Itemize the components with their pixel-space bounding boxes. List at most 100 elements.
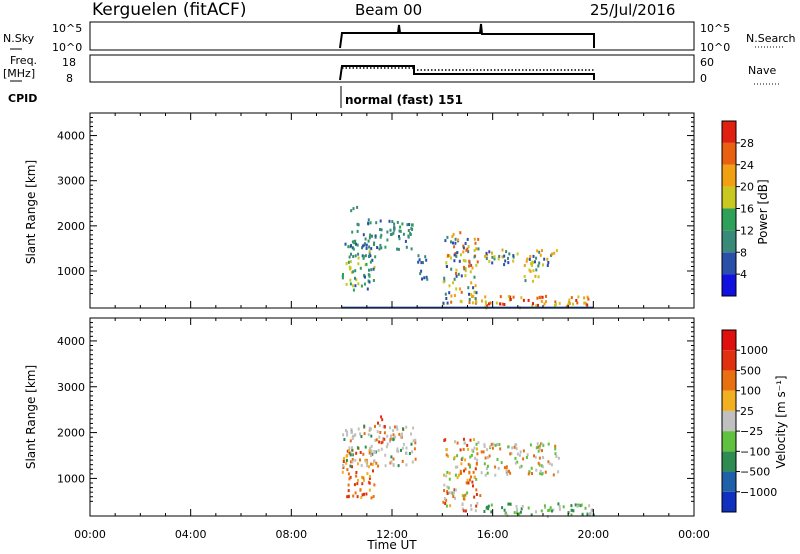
velocity-cell [446,492,449,495]
power-cell [448,291,451,295]
velocity-cell [487,507,490,511]
power-cell [352,288,355,292]
velocity-cell [515,447,518,451]
velocity-cell [352,494,355,498]
power-cell [355,278,358,282]
power-cell [474,298,477,302]
velocity-cell [548,462,551,465]
power-y-tick-label: 4000 [57,130,85,143]
velocity-cell [475,493,478,496]
power-cell [526,257,529,261]
power-cell [373,265,376,269]
power-cell [404,239,407,243]
velocity-cell [446,470,449,474]
velocity-cell [470,475,473,479]
power-cell [486,253,489,257]
power-cell [374,255,377,259]
power-cell [537,275,540,279]
nsky-panel: N.Sky 10^5 10^0 10^5 10^0 N.Search [3,21,796,54]
power-cell [406,223,409,227]
power-cell [407,229,410,232]
velocity-cell [389,439,391,443]
power-axis-ticks [89,112,695,308]
power-cell [469,263,472,267]
power-cell [468,264,470,268]
power-colorbar-tick-label: 4 [740,268,747,281]
velocity-cell [464,493,467,497]
power-cell [373,241,376,245]
power-cell [463,265,465,269]
power-cell [485,304,488,308]
power-cell [503,303,506,306]
power-cell [491,251,493,255]
velocity-cell [542,443,545,447]
velocity-cell [370,454,373,457]
velocity-cell [472,470,475,474]
velocity-colorbar-tick-label: 25 [740,405,754,418]
velocity-cell [483,510,486,513]
velocity-cell [470,504,472,508]
velocity-cell [363,424,366,428]
power-cell [407,234,410,238]
velocity-cell [454,465,457,469]
x-tick-label: 00:00 [678,528,710,541]
velocity-cell [540,509,543,513]
velocity-cell [347,495,350,499]
velocity-frame [89,317,695,517]
velocity-cell [354,491,357,495]
power-cell [507,294,510,298]
power-cell [445,261,448,265]
velocity-cell [476,447,478,451]
velocity-cell [447,486,450,490]
velocity-cell [363,492,365,496]
velocity-cell [558,504,561,508]
velocity-cell [506,472,509,476]
velocity-cell [353,434,356,438]
velocity-cell [520,507,523,511]
velocity-cell [351,465,353,469]
velocity-cell [383,431,386,435]
power-cell [355,242,357,246]
power-cell [357,223,360,227]
velocity-cell [486,448,489,452]
velocity-cell [414,457,417,461]
velocity-cell [461,502,464,506]
power-cell [542,263,544,267]
power-cell [474,284,477,288]
power-colorbar-tick-label: 24 [740,159,754,172]
freq-unit: [MHz] [3,67,35,80]
velocity-cell [356,495,359,499]
velocity-cell [535,510,537,514]
velocity-cell [473,446,476,450]
power-cell [545,300,547,304]
power-cell [474,241,477,245]
velocity-cell [360,496,363,499]
power-cell [529,255,532,258]
velocity-cell [363,432,366,436]
power-cell [345,262,348,266]
power-cell [488,259,491,263]
power-cell [359,266,362,270]
power-cell [467,286,470,290]
power-cell [448,284,451,288]
velocity-cell [360,464,363,467]
power-cell [534,260,536,264]
power-cell [471,301,474,305]
power-cell [538,261,541,265]
power-cell [516,252,519,256]
power-cell [380,233,383,237]
power-cell [450,267,453,271]
velocity-cell [397,449,400,453]
nsky-tick-top: 10^5 [52,22,82,35]
velocity-colorbar-swatch [722,410,736,432]
power-cell [350,252,352,256]
power-cell [452,281,454,285]
velocity-cell [351,446,354,450]
velocity-cell [483,462,486,466]
power-cell [364,282,366,286]
power-cell [421,277,423,281]
velocity-cell [557,502,560,506]
velocity-cell [350,428,353,432]
power-cell [473,249,476,252]
x-axis-label: Time UT [366,538,417,552]
